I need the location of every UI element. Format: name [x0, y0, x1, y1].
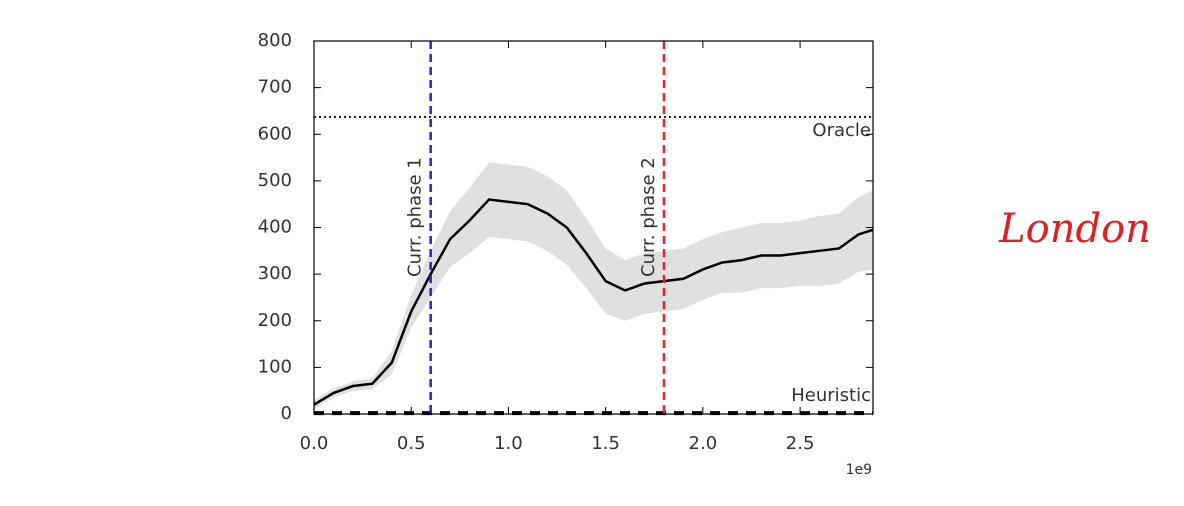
- x-tick-label: 0.5: [397, 433, 426, 454]
- y-tick-label: 700: [258, 77, 292, 98]
- mean-line: [313, 198, 874, 406]
- y-tick-label: 600: [258, 123, 292, 144]
- reference-label: Heuristic: [791, 385, 871, 406]
- x-tick-label: 1.5: [591, 433, 620, 454]
- y-tick-label: 800: [258, 30, 292, 51]
- y-tick-label: 500: [258, 170, 292, 191]
- x-tick-label: 1.0: [494, 433, 523, 454]
- y-tick-label: 300: [258, 263, 292, 284]
- y-tick-label: 100: [258, 356, 292, 377]
- x-tick-label: 0.0: [300, 433, 329, 454]
- handwritten-note: London: [998, 206, 1151, 252]
- x-offset-label: 1e9: [846, 462, 872, 478]
- y-tick-label: 200: [258, 310, 292, 331]
- reference-label: Oracle: [812, 120, 871, 141]
- y-tick-label: 400: [258, 217, 292, 238]
- confidence-band: [314, 162, 873, 410]
- phase-label: Curr. phase 2: [638, 157, 659, 277]
- y-tick-label: 0: [281, 403, 292, 424]
- x-tick-label: 2.0: [689, 433, 718, 454]
- phase-label: Curr. phase 1: [405, 157, 426, 277]
- x-tick-label: 2.5: [786, 433, 815, 454]
